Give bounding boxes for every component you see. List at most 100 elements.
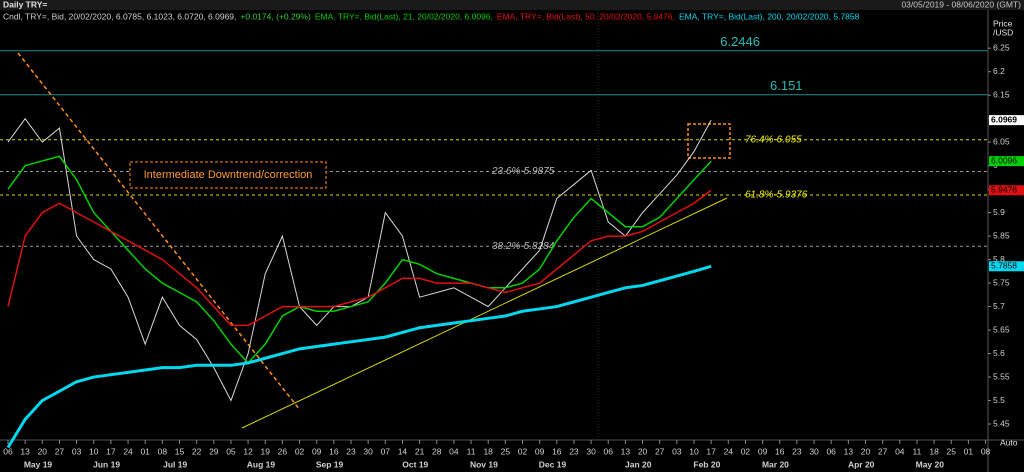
x-tick-label: 07 <box>381 446 391 456</box>
x-tick-label: 28 <box>432 446 442 456</box>
month-label: May 19 <box>24 459 53 469</box>
price-line <box>7 117 712 402</box>
month-label: May 20 <box>916 459 945 469</box>
legend-entry: +0.0174, (+0.29%) <box>240 11 311 21</box>
downtrend-line <box>17 52 301 411</box>
x-tick-label: 03 <box>72 446 82 456</box>
x-tick-label: 09 <box>758 446 768 456</box>
uptrend-line <box>241 197 728 429</box>
y-tick-label: 5.8 <box>993 254 1005 264</box>
level-label: 38.2%-5.8284 <box>492 241 555 252</box>
x-tick-label: 02 <box>518 446 528 456</box>
y-tick-label: 5.7 <box>993 301 1005 311</box>
x-tick-label: 08 <box>981 446 991 456</box>
scale-mode[interactable]: Auto <box>1000 437 1018 447</box>
x-tick-label: 27 <box>655 446 665 456</box>
x-tick-label: 23 <box>346 446 356 456</box>
x-tick-label: 21 <box>415 446 425 456</box>
month-label: Dec 19 <box>539 459 567 469</box>
x-tick-label: 17 <box>106 446 116 456</box>
x-tick-label: 30 <box>809 446 819 456</box>
month-label: Mar 20 <box>762 459 789 469</box>
header-bar <box>0 0 1024 10</box>
x-tick-label: 15 <box>175 446 185 456</box>
y-tick-label: 6.15 <box>993 89 1010 99</box>
x-tick-label: 06 <box>3 446 13 456</box>
price-tag <box>989 261 1024 272</box>
x-tick-label: 12 <box>243 446 253 456</box>
x-tick-label: 08 <box>158 446 168 456</box>
month-label: Jun 19 <box>93 459 120 469</box>
price-tag-label: 5.9476 <box>991 185 1017 195</box>
price-tag <box>989 156 1024 167</box>
x-tick-label: 26 <box>278 446 288 456</box>
x-tick-label: 10 <box>89 446 99 456</box>
x-tick-label: 23 <box>569 446 579 456</box>
x-tick-label: 05 <box>226 446 236 456</box>
y-tick-label: 6.25 <box>993 42 1010 52</box>
x-tick-label: 17 <box>706 446 716 456</box>
price-tag <box>989 115 1024 126</box>
x-tick-label: 16 <box>775 446 785 456</box>
x-tick-label: 13 <box>20 446 30 456</box>
x-tick-label: 16 <box>552 446 562 456</box>
x-tick-label: 04 <box>449 446 459 456</box>
x-tick-label: 19 <box>261 446 271 456</box>
x-tick-label: 30 <box>586 446 596 456</box>
x-tick-label: 30 <box>363 446 373 456</box>
x-tick-label: 06 <box>826 446 836 456</box>
month-label: Jan 20 <box>625 459 652 469</box>
annotation: Intermediate Downtrend/correction <box>144 169 313 181</box>
x-tick-label: 14 <box>398 446 408 456</box>
x-tick-label: 03 <box>672 446 682 456</box>
y-tick-label: 5.5 <box>993 395 1005 405</box>
y-tick-label: 6.05 <box>993 136 1010 146</box>
month-label: Jul 19 <box>163 459 187 469</box>
month-label: Nov 19 <box>470 459 498 469</box>
x-tick-label: 09 <box>535 446 545 456</box>
y-tick-label: 5.55 <box>993 371 1010 381</box>
month-label: Aug 19 <box>247 459 276 469</box>
x-tick-label: 18 <box>483 446 493 456</box>
month-label: Sep 19 <box>316 459 344 469</box>
x-tick-label: 16 <box>329 446 339 456</box>
legend-entry: Cndl, TRY=, Bid, 20/02/2020, 6.0785, 6.1… <box>3 11 236 21</box>
x-tick-label: 01 <box>140 446 150 456</box>
x-tick-label: 25 <box>501 446 511 456</box>
level-label: 76.4%-6.055 <box>745 134 802 145</box>
window-title: Daily TRY= <box>3 0 47 9</box>
y-tick-label: 6.2 <box>993 66 1005 76</box>
y-tick-label: 5.85 <box>993 230 1010 240</box>
x-tick-label: 27 <box>878 446 888 456</box>
x-tick-label: 24 <box>724 446 734 456</box>
y-tick-label: 5.75 <box>993 277 1010 287</box>
x-tick-label: 20 <box>38 446 48 456</box>
y-label: /USD <box>993 27 1013 37</box>
legend-entry: EMA, TRY=, Bid(Last), 21, 20/02/2020, 6.… <box>315 11 493 21</box>
x-tick-label: 11 <box>913 446 922 456</box>
x-tick-label: 22 <box>192 446 202 456</box>
ema-line <box>7 189 712 327</box>
x-tick-label: 20 <box>638 446 648 456</box>
x-tick-label: 13 <box>844 446 854 456</box>
x-tick-label: 09 <box>312 446 322 456</box>
x-tick-label: 25 <box>947 446 957 456</box>
x-tick-label: 27 <box>55 446 65 456</box>
x-tick-label: 06 <box>604 446 614 456</box>
month-label: Oct 19 <box>402 459 428 469</box>
level-label: 6.151 <box>770 78 803 93</box>
date-range: 03/05/2019 - 08/06/2020 (GMT) <box>901 0 1021 9</box>
x-tick-label: 02 <box>741 446 751 456</box>
level-label: 61.8%-5.9376 <box>745 190 808 201</box>
month-label: Feb 20 <box>693 459 720 469</box>
level-label: 6.2446 <box>720 34 760 49</box>
annotation-box <box>129 161 327 189</box>
price-tag-label: 5.7858 <box>991 261 1017 271</box>
ema-line <box>7 155 712 365</box>
legend-entry: EMA, TRY=, Bid(Last), 50, 20/02/2020, 5.… <box>497 11 675 21</box>
highlight-box <box>687 123 731 159</box>
y-tick-label: 5.9 <box>993 207 1005 217</box>
legend-entry: EMA, TRY=, Bid(Last), 200, 20/02/2020, 5… <box>679 11 860 21</box>
month-label: Apr 20 <box>848 459 875 469</box>
